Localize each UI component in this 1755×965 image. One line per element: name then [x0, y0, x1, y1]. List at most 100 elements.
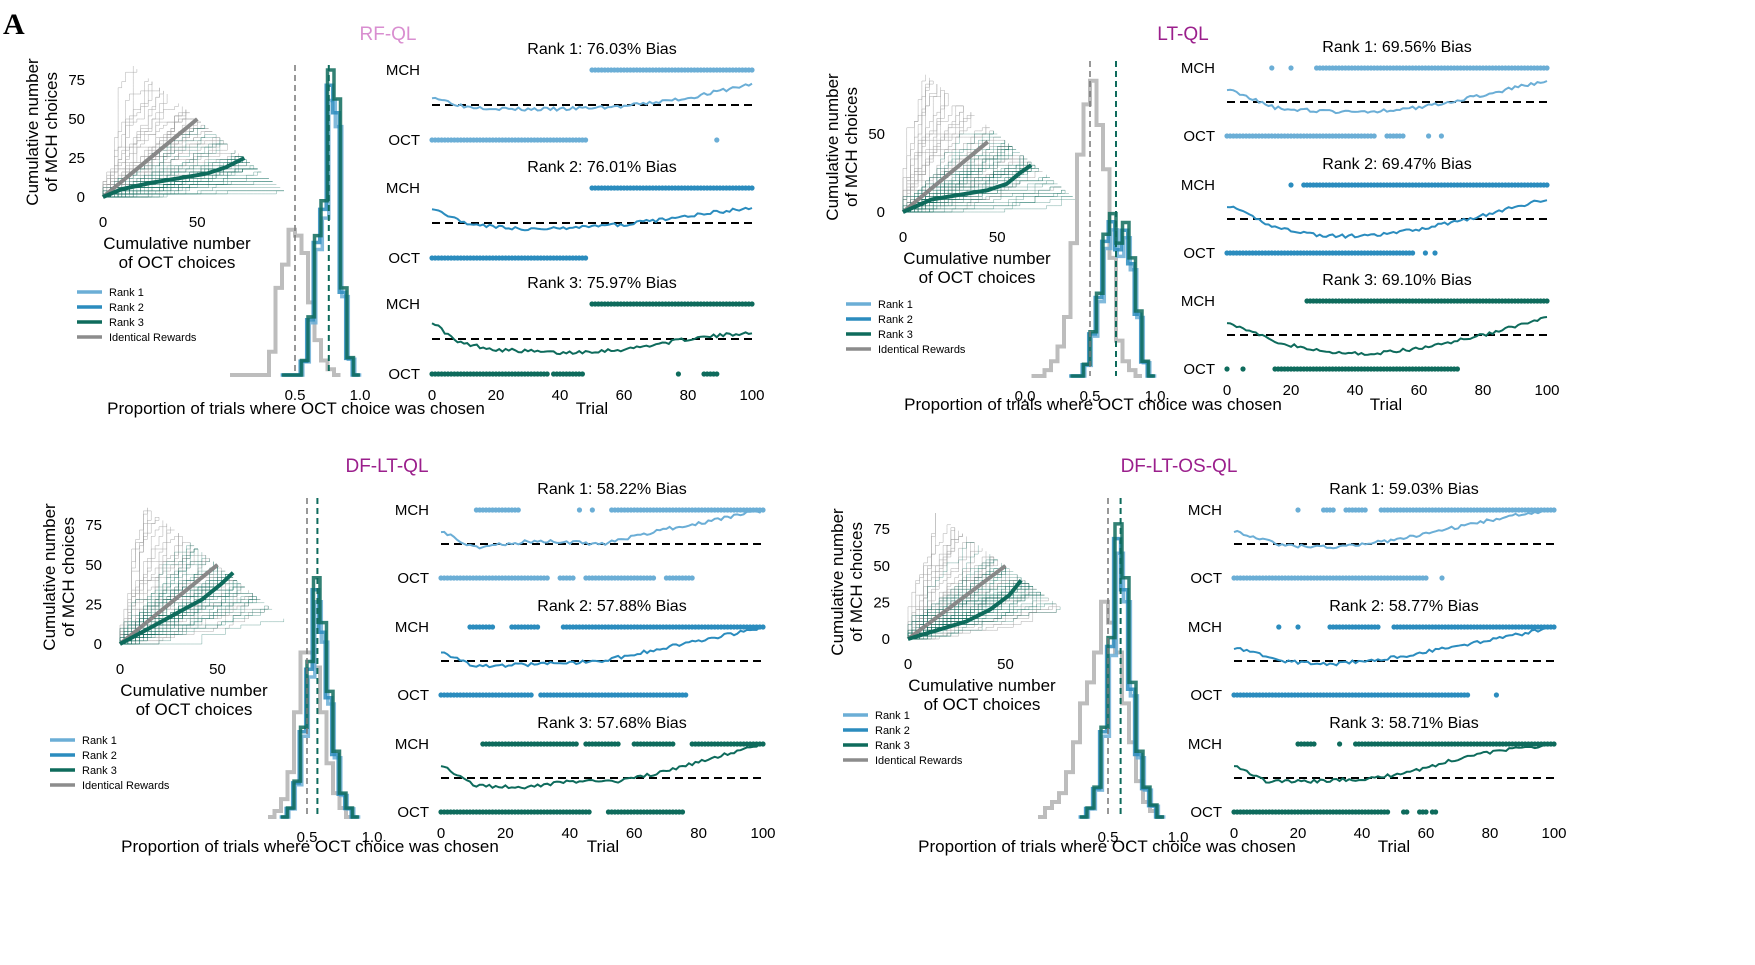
- oct-choice-dot: [650, 575, 657, 581]
- identical-walk: [103, 168, 258, 198]
- trial-tick-label: 0: [1223, 382, 1231, 399]
- oct-label: OCT: [1183, 245, 1215, 262]
- y-tick-label: 25: [873, 594, 890, 611]
- y-axis-label-line: Cumulative number: [23, 58, 42, 206]
- x-tick-label: 50: [189, 214, 206, 231]
- x-axis-label: Cumulative number of OCT choices: [120, 681, 268, 719]
- x-axis-label-line: of OCT choices: [119, 253, 236, 272]
- trial-tick-label: 20: [488, 387, 505, 404]
- oct-choice-dot: [1439, 575, 1445, 581]
- rank3-walk: [907, 577, 1022, 639]
- rank3-histogram: [281, 576, 359, 819]
- y-axis-label: Cumulative numberof MCH choices: [823, 73, 861, 221]
- rank-title: Rank 1: 69.56% Bias: [1322, 39, 1471, 56]
- identical-histogram: [230, 227, 341, 377]
- rank-3-plot: Rank 3: 75.97% Bias MCH OCT: [386, 275, 755, 383]
- mch-choice-dot: [749, 185, 755, 191]
- mch-choice-dot: [576, 507, 583, 513]
- legend-label: Identical Rewards: [82, 780, 170, 792]
- identical-walk: [902, 84, 938, 212]
- trial-tick-label: 80: [1475, 382, 1492, 399]
- trial-tick-label: 60: [1418, 825, 1435, 842]
- choice-probability-line: [431, 206, 753, 232]
- identical-mean-line: [901, 140, 990, 214]
- y-axis-label-line: of MCH choices: [842, 87, 861, 207]
- rank3-walk: [903, 146, 1013, 213]
- rank-2-plot: Rank 2: 76.01% Bias MCH OCT: [386, 159, 755, 267]
- trial-x-label: Trial: [576, 399, 608, 418]
- mch-choice-dot: [1544, 65, 1550, 71]
- y-axis-label-line: Cumulative number: [828, 508, 847, 656]
- mch-choice-dot: [1544, 182, 1550, 188]
- oct-choice-dot: [1438, 133, 1444, 139]
- mch-choice-dot: [515, 507, 521, 513]
- rank3-walk: [120, 552, 203, 645]
- rank-title: Rank 3: 57.68% Bias: [537, 715, 686, 732]
- trial-tick-label: 20: [497, 825, 514, 842]
- choice-probability-line: [440, 742, 764, 790]
- rank-title: Rank 2: 76.01% Bias: [527, 159, 676, 176]
- choice-probability-line: [440, 507, 764, 550]
- y-axis-label-line: of MCH choices: [59, 517, 78, 637]
- mch-label: MCH: [386, 180, 420, 197]
- rank3-walk: [119, 564, 218, 644]
- mch-label: MCH: [1181, 177, 1215, 194]
- oct-choice-dot: [675, 371, 682, 377]
- mch-choice-dot: [589, 507, 595, 513]
- identical-walk: [102, 78, 149, 197]
- identical-walk: [119, 517, 159, 644]
- y-axis-label-line: Cumulative number: [823, 73, 842, 221]
- rank3-walk: [908, 577, 1022, 640]
- oct-choice-dot: [679, 809, 686, 815]
- trial-x-label: Trial: [1370, 395, 1402, 414]
- trial-tick-label: 80: [690, 825, 707, 842]
- mch-choice-dot: [615, 741, 621, 747]
- mch-choice-dot: [1337, 741, 1343, 747]
- y-tick-label: 50: [868, 126, 885, 143]
- oct-choice-dot: [583, 255, 589, 261]
- mch-label: MCH: [1181, 60, 1215, 77]
- mch-label: MCH: [395, 619, 429, 636]
- rank3-walk: [903, 189, 1066, 213]
- y-axis-label: Cumulative numberof MCH choices: [40, 503, 78, 651]
- rank3-walk: [103, 168, 258, 198]
- trial-tick-label: 40: [1347, 382, 1364, 399]
- identical-walk: [102, 90, 164, 197]
- x-axis-label: Cumulative number of OCT choices: [103, 234, 251, 272]
- rank3-walk: [902, 130, 994, 212]
- oct-choice-dot: [544, 575, 550, 581]
- trial-tick-label: 20: [1290, 825, 1307, 842]
- x-axis-label: Cumulative number of OCT choices: [908, 676, 1056, 714]
- mch-choice-dot: [1544, 298, 1550, 304]
- y-tick-label: 25: [68, 150, 85, 167]
- rank3-histogram: [1080, 522, 1164, 819]
- oct-choice-dot: [570, 575, 576, 581]
- rank3-walk: [902, 146, 1013, 212]
- hist-x-label: Proportion of trials where OCT choice wa…: [121, 837, 499, 856]
- rank-title: Rank 1: 76.03% Bias: [527, 41, 676, 58]
- rank3-walk: [119, 596, 257, 644]
- rank-2-plot: Rank 2: 58.77% Bias MCH OCT: [1188, 598, 1557, 704]
- x-axis-label-line: Cumulative number: [103, 234, 251, 253]
- mch-choice-dot: [1269, 65, 1275, 71]
- hist-tick-label: 1.0: [350, 387, 371, 404]
- rank3-walk: [103, 168, 258, 198]
- legend-label: Rank 2: [878, 314, 913, 326]
- choice-probability-line: [1226, 199, 1548, 239]
- legend-label: Rank 3: [109, 317, 144, 329]
- rank3-histogram: [282, 68, 360, 377]
- rank3-walk: [902, 146, 1013, 212]
- trial-x-label: Trial: [587, 837, 619, 856]
- identical-walk: [902, 74, 926, 212]
- hist-x-label: Proportion of trials where OCT choice wa…: [904, 395, 1282, 414]
- y-tick-label: 50: [85, 557, 102, 574]
- y-axis-label: Cumulative numberof MCH choices: [23, 58, 61, 206]
- mch-choice-dot: [1288, 65, 1294, 71]
- hist-tick-label: 0.5: [297, 829, 318, 846]
